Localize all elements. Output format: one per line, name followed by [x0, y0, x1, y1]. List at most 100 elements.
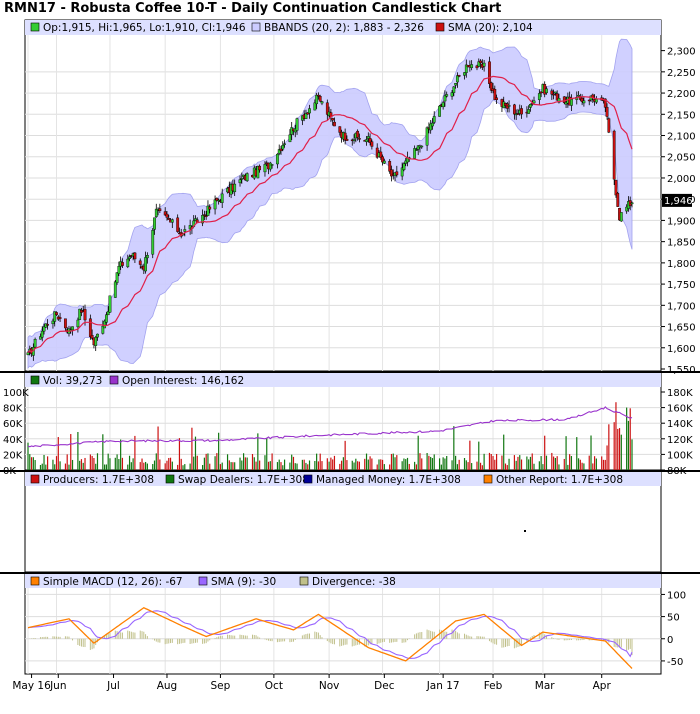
candle-body: [183, 229, 187, 232]
legend-label: SMA (20): 2,104: [448, 22, 533, 34]
candle-body: [108, 295, 112, 313]
candle-body: [475, 65, 479, 69]
candle-body: [202, 214, 206, 216]
candle-body: [201, 215, 205, 224]
candle-body: [238, 179, 242, 184]
x-tick-label: Dec: [374, 680, 395, 692]
candle-body: [331, 118, 335, 121]
x-tick-label: Feb: [484, 680, 503, 692]
chart-title: RMN17 - Robusta Coffee 10-T - Daily Cont…: [4, 1, 502, 16]
candle-body: [402, 163, 406, 170]
candle-body: [488, 61, 491, 84]
candle-body: [507, 105, 511, 107]
price-tick-label: 2,300: [667, 47, 696, 58]
x-tick-label: Nov: [319, 680, 340, 692]
panel-divider: [0, 371, 700, 373]
macd-signal-line: [27, 610, 633, 659]
candle-body: [204, 215, 208, 218]
candle-body: [306, 112, 310, 115]
candle-body: [365, 139, 368, 143]
price-tick-label: 2,150: [667, 110, 696, 121]
candle-body: [317, 94, 320, 97]
candle-body: [552, 93, 556, 96]
red-square-icon: [30, 474, 40, 484]
candle-body: [381, 156, 384, 163]
candle-body: [557, 98, 561, 103]
candle-body: [256, 166, 260, 179]
macd-line: [27, 606, 633, 669]
candle-body: [46, 324, 49, 326]
candle-body: [477, 61, 481, 67]
candle-body: [577, 95, 580, 97]
candle-body: [443, 95, 447, 102]
macd-lines: [27, 606, 633, 669]
candle-body: [121, 262, 124, 266]
legend-label: SMA (9): -30: [211, 576, 276, 588]
candle-body: [630, 202, 634, 205]
candle-body: [233, 183, 237, 193]
candle-body: [580, 97, 584, 102]
orange-square-icon: [483, 474, 493, 484]
x-tick-label: Jan 17: [426, 680, 460, 692]
candle-body: [315, 94, 319, 105]
oi-tick-label: 120K: [667, 435, 693, 446]
candle-body: [416, 145, 420, 150]
lavender-square-icon: [251, 22, 261, 32]
macd-tick-label: -50: [667, 657, 683, 668]
candle-body: [479, 60, 482, 64]
volume-tick-label: 100K: [3, 388, 29, 399]
price-tick-label: 1,550: [667, 365, 696, 376]
candle-body: [83, 309, 87, 321]
candle-body: [614, 179, 618, 196]
candle-body: [357, 138, 361, 140]
macd-axis: 100 50 0 -50: [661, 590, 686, 668]
price-tick-label: 2,250: [667, 68, 696, 79]
candle-body: [53, 311, 57, 322]
macd-legend: Simple MACD (12, 26): -67 SMA (9): -30 Div…: [30, 576, 396, 588]
candle-body: [616, 193, 620, 207]
candle-body: [90, 335, 94, 339]
violet-square-icon: [198, 576, 208, 586]
candle-body: [432, 116, 436, 123]
price-tick-label: 1,900: [667, 216, 696, 227]
candle-body: [343, 132, 347, 141]
candle-body: [101, 325, 105, 334]
candle-body: [470, 64, 474, 68]
price-tick-label: 1,800: [667, 259, 696, 270]
price-tick-label: 1,650: [667, 323, 696, 334]
panel-divider: [0, 470, 700, 472]
candle-body: [395, 171, 399, 176]
candle-body: [345, 138, 349, 141]
candle-body: [445, 94, 449, 97]
candle-body: [562, 96, 566, 103]
candle-body: [429, 123, 433, 131]
x-tick-label: May 16: [12, 680, 51, 692]
candle-body: [513, 104, 516, 115]
price-legend: Op:1,915, Hi:1,965, Lo:1,910, Cl:1,946 BB…: [30, 22, 533, 34]
khaki-square-icon: [299, 576, 309, 586]
candle-body: [276, 153, 279, 165]
price-tick-label: 2,050: [667, 153, 696, 164]
candle-body: [258, 165, 262, 171]
candle-body: [553, 91, 557, 94]
orange-square-icon: [30, 576, 40, 586]
candle-body: [281, 145, 285, 150]
green-square-icon: [165, 474, 175, 484]
open-interest-path: [27, 406, 633, 448]
legend-label: Divergence: -38: [312, 576, 396, 588]
volume-tick-label: 40K: [3, 435, 23, 446]
volume-gridlines: [25, 387, 661, 470]
candle-body: [605, 106, 609, 117]
candle-body: [352, 139, 356, 141]
candle-body: [245, 173, 249, 182]
sma-line: [27, 75, 633, 354]
candle-body: [388, 161, 392, 172]
candle-body: [220, 193, 224, 203]
oi-tick-label: 140K: [667, 419, 693, 430]
candle-body: [40, 330, 44, 338]
candle-body: [170, 219, 174, 223]
legend-label: Op:1,915, Hi:1,965, Lo:1,910, Cl:1,946: [43, 22, 246, 34]
candle-body: [368, 138, 372, 143]
legend-label: Swap Dealers: 1.7E+308: [178, 474, 309, 486]
